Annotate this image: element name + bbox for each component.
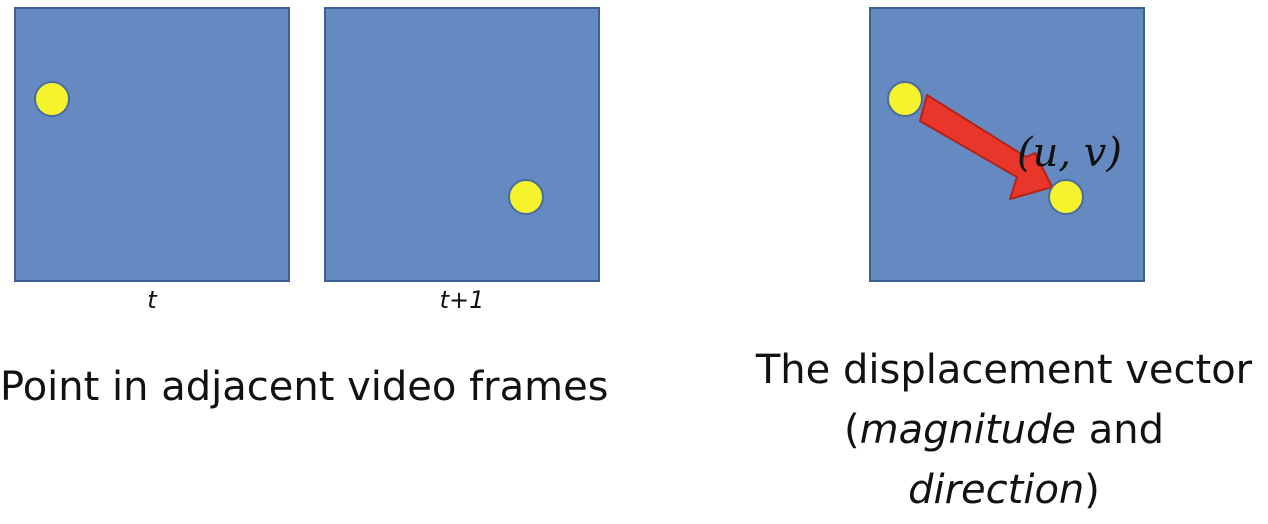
frame-t-plus-1-label: t+1 bbox=[439, 286, 485, 314]
displacement-arrow bbox=[919, 94, 1053, 200]
direction-text: direction bbox=[908, 467, 1085, 513]
frame-t bbox=[14, 7, 290, 282]
caption-line-2: (magnitude and bbox=[740, 400, 1268, 460]
close-paren: ) bbox=[1084, 467, 1100, 513]
caption-line-1: The displacement vector bbox=[755, 347, 1253, 393]
point-at-t-plus-1 bbox=[508, 179, 544, 215]
caption-line-3: direction) bbox=[740, 460, 1268, 520]
end-point bbox=[1048, 179, 1084, 215]
displacement-arrow-layer bbox=[887, 81, 1084, 215]
caption-displacement-vector: The displacement vector (magnitude and d… bbox=[740, 340, 1268, 520]
magnitude-text: magnitude bbox=[859, 407, 1076, 453]
caption-adjacent-frames: Point in adjacent video frames bbox=[0, 364, 609, 410]
and-text: and bbox=[1076, 407, 1164, 453]
frame-t-plus-1 bbox=[324, 7, 600, 282]
vector-uv-label: (u, v) bbox=[1017, 130, 1122, 176]
frame-t-label: t bbox=[147, 286, 157, 314]
start-point bbox=[887, 81, 923, 117]
point-at-t bbox=[34, 81, 70, 117]
open-paren: ( bbox=[844, 407, 860, 453]
